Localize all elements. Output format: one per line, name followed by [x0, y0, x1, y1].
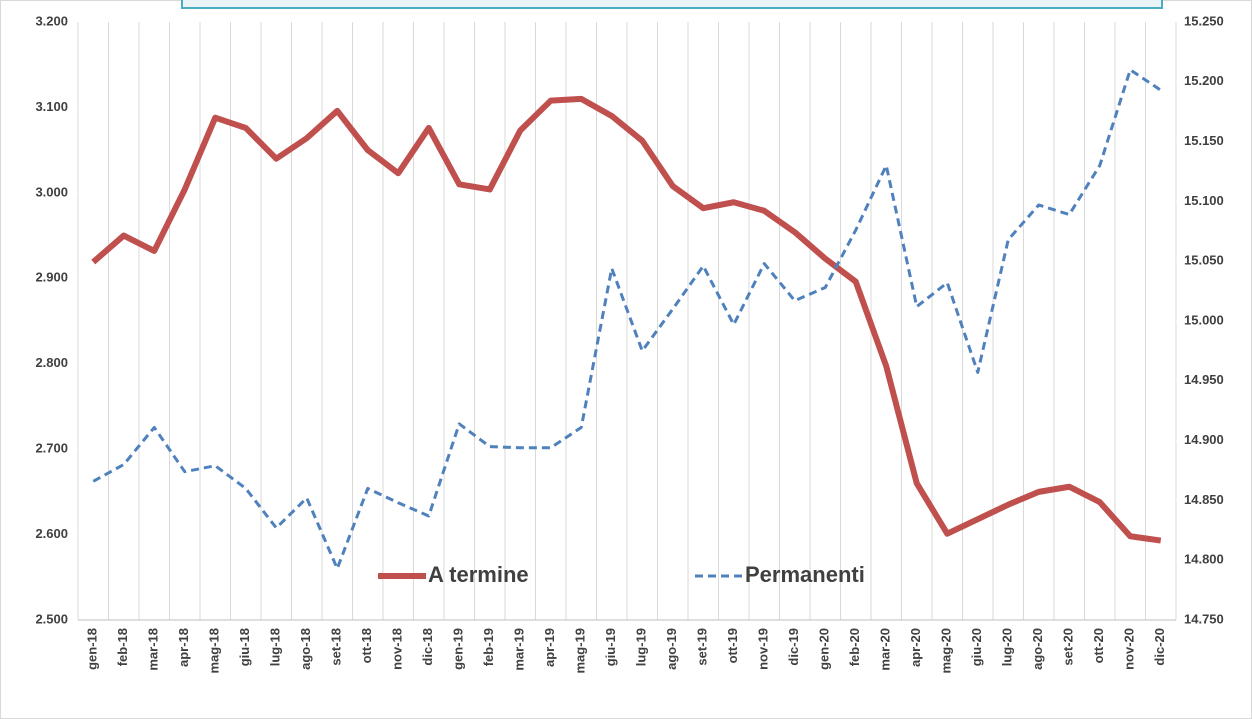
- y-tick-label: 2.800: [35, 355, 68, 370]
- y2-tick-label: 15.050: [1184, 253, 1224, 268]
- title-box: [181, 0, 1163, 9]
- x-tick-label: gen-20: [817, 628, 832, 670]
- x-tick-label: giu-19: [603, 628, 618, 666]
- x-tick-label: nov-20: [1122, 628, 1137, 670]
- x-tick-label: ott-19: [725, 628, 740, 663]
- x-tick-label: ago-18: [298, 628, 313, 670]
- x-tick-label: dic-19: [786, 628, 801, 666]
- x-tick-label: feb-19: [481, 628, 496, 666]
- series-line: [92, 68, 1162, 571]
- legend-label: Permanenti: [745, 562, 865, 587]
- x-tick-label: mag-20: [939, 628, 954, 674]
- y-tick-label: 2.600: [35, 526, 68, 541]
- y2-tick-label: 14.750: [1184, 611, 1224, 626]
- legend: A termine Permanenti: [378, 562, 865, 587]
- x-tick-label: feb-20: [847, 628, 862, 666]
- x-tick-label: lug-19: [634, 628, 649, 666]
- x-tick-label: mar-18: [146, 628, 161, 671]
- x-tick-label: giu-18: [237, 628, 252, 666]
- x-tick-label: apr-20: [908, 628, 923, 667]
- y2-tick-label: 14.850: [1184, 492, 1224, 507]
- x-tick-label: set-18: [329, 628, 344, 666]
- x-tick-label: lug-20: [1000, 628, 1015, 666]
- x-tick-label: ott-18: [359, 628, 374, 663]
- x-tick-label: mar-19: [512, 628, 527, 671]
- y2-tick-label: 15.000: [1184, 312, 1224, 327]
- y-tick-label: 2.900: [35, 270, 68, 285]
- y-tick-label: 2.700: [35, 441, 68, 456]
- x-tick-label: apr-18: [176, 628, 191, 667]
- x-tick-label: ago-19: [664, 628, 679, 670]
- x-tick-label: lug-18: [268, 628, 283, 666]
- y2-tick-label: 15.100: [1184, 193, 1224, 208]
- x-tick-label: gen-19: [451, 628, 466, 670]
- x-tick-label: mag-18: [207, 628, 222, 674]
- y2-tick-label: 15.250: [1184, 13, 1224, 28]
- x-tick-label: gen-18: [85, 628, 100, 670]
- x-tick-label: ott-20: [1091, 628, 1106, 663]
- x-tick-label: ago-20: [1030, 628, 1045, 670]
- x-tick-label: feb-18: [115, 628, 130, 666]
- x-tick-label: apr-19: [542, 628, 557, 667]
- y-tick-label: 2.500: [35, 611, 68, 626]
- x-tick-label: nov-19: [756, 628, 771, 670]
- legend-label: A termine: [428, 562, 529, 587]
- y2-tick-label: 14.950: [1184, 372, 1224, 387]
- x-tick-label: dic-18: [420, 628, 435, 666]
- x-tick-label: set-20: [1061, 628, 1076, 666]
- x-tick-label: dic-20: [1152, 628, 1167, 666]
- y-tick-label: 3.100: [35, 99, 68, 114]
- y2-tick-label: 14.800: [1184, 552, 1224, 567]
- y-tick-label: 3.000: [35, 184, 68, 199]
- y2-tick-label: 14.900: [1184, 432, 1224, 447]
- y2-tick-label: 15.200: [1184, 73, 1224, 88]
- x-tick-label: giu-20: [969, 628, 984, 666]
- y2-tick-label: 15.150: [1184, 133, 1224, 148]
- x-tick-label: mag-19: [573, 628, 588, 674]
- y-tick-label: 3.200: [35, 13, 68, 28]
- series-line: [91, 95, 1162, 544]
- x-tick-label: nov-18: [390, 628, 405, 670]
- x-tick-label: set-19: [695, 628, 710, 666]
- x-tick-label: mar-20: [878, 628, 893, 671]
